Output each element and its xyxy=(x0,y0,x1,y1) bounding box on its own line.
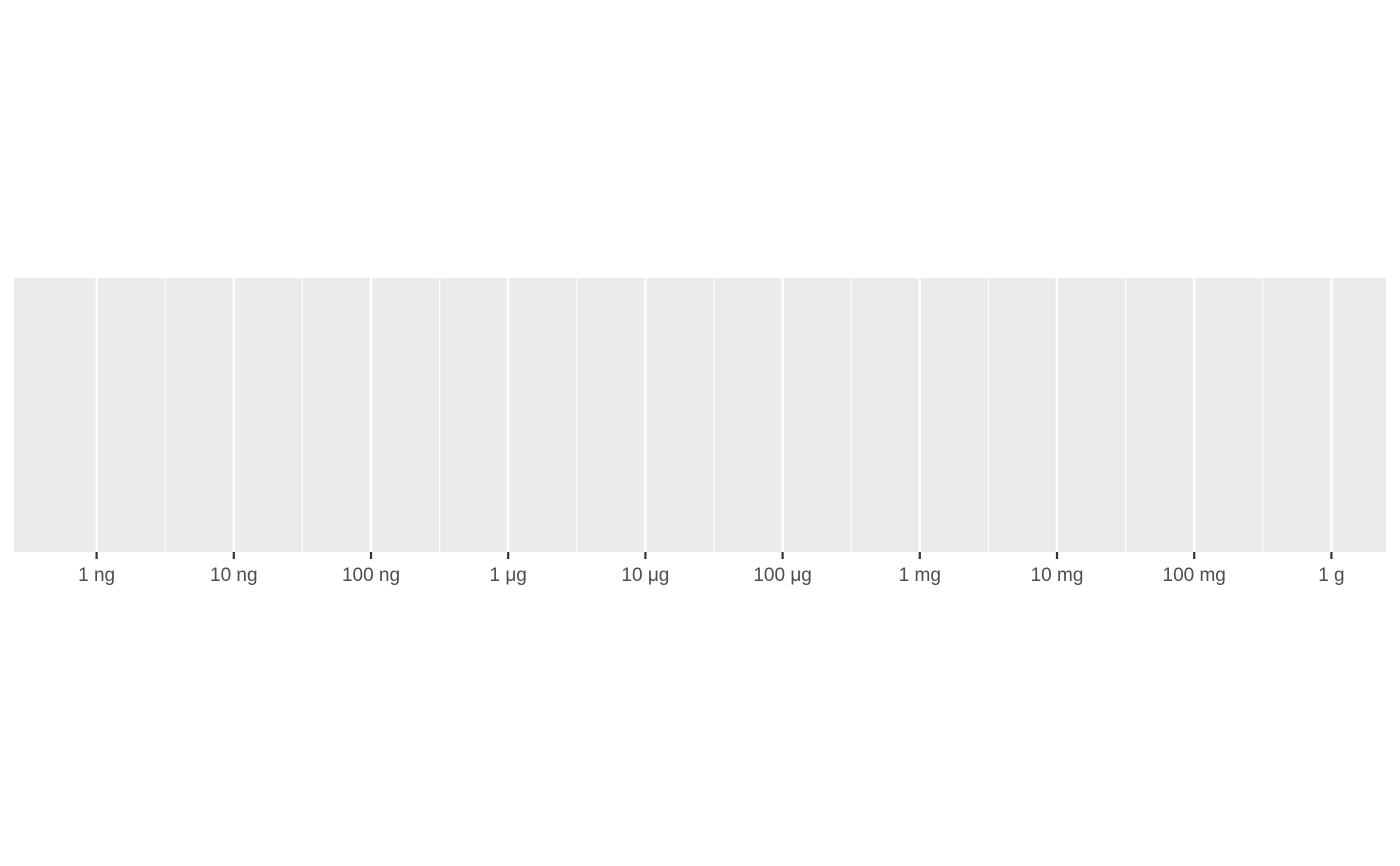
x-tick-label: 1 μg xyxy=(490,565,527,586)
x-tick-label: 1 mg xyxy=(899,565,941,586)
x-tick-label: 10 μg xyxy=(621,565,669,586)
x-axis: 1 ng 10 ng 100 ng 1 μg 10 μg 100 μg 1 mg 10 mg 1… xyxy=(78,552,1345,586)
x-tick-label: 1 ng xyxy=(78,565,115,586)
x-tick-label: 100 mg xyxy=(1163,565,1226,586)
major-gridlines xyxy=(95,278,1333,552)
minor-gridlines xyxy=(164,278,1264,552)
x-tick-label: 1 g xyxy=(1318,565,1344,586)
x-tick-label: 10 mg xyxy=(1031,565,1084,586)
x-tick-label: 10 ng xyxy=(210,565,258,586)
x-tick-label: 100 ng xyxy=(342,565,400,586)
x-tick-label: 100 μg xyxy=(753,565,812,586)
plot-panel xyxy=(14,278,1386,552)
